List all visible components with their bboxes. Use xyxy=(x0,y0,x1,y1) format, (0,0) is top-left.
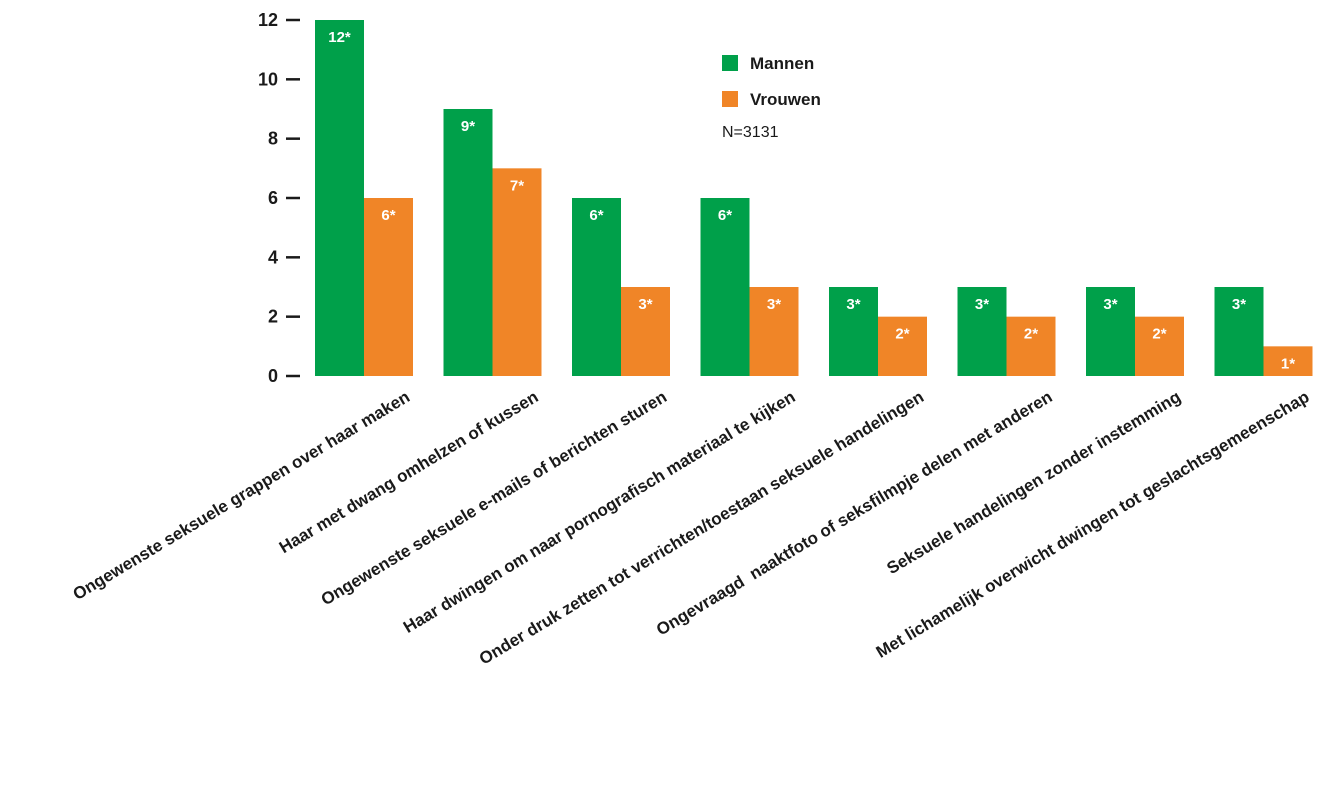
legend-label-vrouwen: Vrouwen xyxy=(750,90,821,109)
bar-value-label: 6* xyxy=(381,207,395,224)
bar-value-label: 6* xyxy=(589,207,603,224)
y-tick-label: 6 xyxy=(268,188,278,208)
bar-mannen xyxy=(1086,287,1135,376)
sample-size-note: N=3131 xyxy=(722,124,779,141)
bar-value-label: 3* xyxy=(638,296,652,313)
x-axis-labels: Ongewenste seksuele grappen over haar ma… xyxy=(70,387,1313,668)
y-tick-label: 2 xyxy=(268,307,278,327)
bar-value-label: 2* xyxy=(895,326,909,343)
bar-vrouwen xyxy=(1263,346,1313,376)
y-tick-label: 10 xyxy=(258,69,278,89)
y-axis: 0 2 4 6 8 10 12 xyxy=(258,10,300,386)
bar-value-label: 7* xyxy=(510,177,524,194)
y-tick-label: 8 xyxy=(268,129,278,149)
bar-vrouwen xyxy=(621,287,670,376)
bar-vrouwen xyxy=(1135,316,1184,376)
bar-value-label: 2* xyxy=(1152,326,1166,343)
legend-swatch-vrouwen xyxy=(722,91,738,107)
bar-value-label: 9* xyxy=(461,118,475,135)
bar-vrouwen xyxy=(492,168,542,376)
bar-mannen xyxy=(572,198,621,376)
bar-vrouwen xyxy=(364,198,413,376)
bar-value-label: 1* xyxy=(1281,355,1295,372)
legend: Mannen Vrouwen N=3131 xyxy=(722,54,821,141)
y-tick-label: 0 xyxy=(268,366,278,386)
y-tick-label: 12 xyxy=(258,10,278,30)
bar-value-label: 3* xyxy=(846,296,860,313)
x-category-label: Onder druk zetten tot verrichten/toestaa… xyxy=(476,387,927,668)
bars: 12* 6* 9* 7* 6* 3* 6* 3* 3* 2* 3* 2* 3* 2* 3* 1* xyxy=(315,20,1313,376)
x-category-label: Met lichamelijk overwicht dwingen tot ge… xyxy=(873,387,1313,662)
bar-value-label: 3* xyxy=(1103,296,1117,313)
bar-mannen xyxy=(315,20,364,376)
bar-value-label: 2* xyxy=(1024,326,1038,343)
bar-mannen xyxy=(443,109,493,376)
bar-value-label: 6* xyxy=(718,207,732,224)
bar-value-label: 3* xyxy=(767,296,781,313)
bar-mannen xyxy=(1214,287,1264,376)
bar-mannen xyxy=(829,287,878,376)
bar-value-label: 3* xyxy=(1232,296,1246,313)
bar-mannen xyxy=(700,198,750,376)
bar-vrouwen xyxy=(1006,316,1056,376)
bar-mannen xyxy=(957,287,1007,376)
bar-vrouwen xyxy=(878,316,927,376)
x-category-label: Haar met dwang omhelzen of kussen xyxy=(276,387,542,557)
y-tick-label: 4 xyxy=(268,247,278,267)
bar-value-label: 12* xyxy=(328,29,351,46)
legend-swatch-mannen xyxy=(722,55,738,71)
legend-label-mannen: Mannen xyxy=(750,54,814,73)
bar-vrouwen xyxy=(749,287,799,376)
bar-value-label: 3* xyxy=(975,296,989,313)
